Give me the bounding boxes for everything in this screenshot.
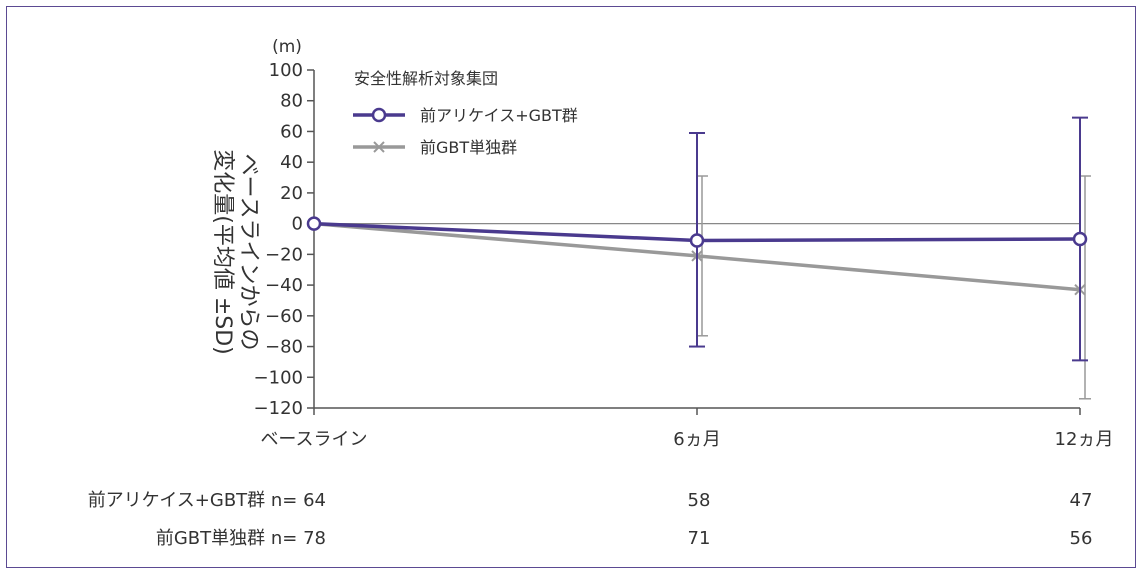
y-axis-title: ベースラインからの 変化量(平均値 ±SD) xyxy=(210,149,261,355)
n-row-1-12m: 47 xyxy=(1070,490,1093,511)
series-arikayce-gbt xyxy=(306,116,1088,362)
y-tick-label: 80 xyxy=(280,91,303,112)
n-row-2-12m: 56 xyxy=(1070,528,1093,549)
y-tick-label: −40 xyxy=(265,275,303,296)
x-tick-label: 12ヵ月 xyxy=(1055,429,1114,450)
y-axis-title-line-2: 変化量(平均値 ±SD) xyxy=(210,149,235,355)
y-axis-title-line-1: ベースラインからの xyxy=(236,154,261,351)
n-row-2-6m: 71 xyxy=(688,528,711,549)
y-tick-label: 40 xyxy=(280,152,303,173)
y-tick-label: −20 xyxy=(265,244,303,265)
y-tick-label: −120 xyxy=(254,398,303,419)
y-tick-label: 20 xyxy=(280,183,303,204)
n-row-1-6m: 58 xyxy=(688,490,711,511)
y-tick-label: −100 xyxy=(254,367,303,388)
y-tick-label: −80 xyxy=(265,337,303,358)
y-ticks: 100 80 60 40 20 0 −20 −40 −60 −80 −100 −120 xyxy=(254,60,314,419)
chart-frame xyxy=(6,6,1136,568)
legend-label-arikayce-gbt: 前アリケイス+GBT群 xyxy=(420,106,578,125)
legend-marker-x xyxy=(373,141,385,153)
y-tick-label: 100 xyxy=(269,60,303,81)
legend-label-gbt-only: 前GBT単独群 xyxy=(420,138,517,157)
data-point xyxy=(306,216,322,231)
data-point xyxy=(1072,231,1088,247)
n-row-2-label: 前GBT単独群 n= 78 xyxy=(156,528,326,549)
y-tick-label: −60 xyxy=(265,306,303,327)
x-tick-label: ベースライン xyxy=(260,429,367,450)
y-tick-label: 0 xyxy=(292,214,303,235)
y-unit-label: (m) xyxy=(272,37,302,57)
series-gbt-only xyxy=(308,175,1091,400)
x-ticks: ベースライン 6ヵ月 12ヵ月 xyxy=(260,408,1113,450)
legend: 安全性解析対象集団 前アリケイス+GBT群 前GBT単独群 xyxy=(353,69,578,157)
n-row-1-label: 前アリケイス+GBT群 n= 64 xyxy=(88,490,326,511)
x-tick-label: 6ヵ月 xyxy=(673,429,720,450)
data-point xyxy=(689,233,705,248)
legend-marker-circle xyxy=(371,107,387,123)
n-table: 前アリケイス+GBT群 n= 64 58 47 前GBT単独群 n= 78 71… xyxy=(88,490,1093,549)
y-tick-label: 60 xyxy=(280,121,303,142)
legend-title: 安全性解析対象集団 xyxy=(354,69,498,88)
